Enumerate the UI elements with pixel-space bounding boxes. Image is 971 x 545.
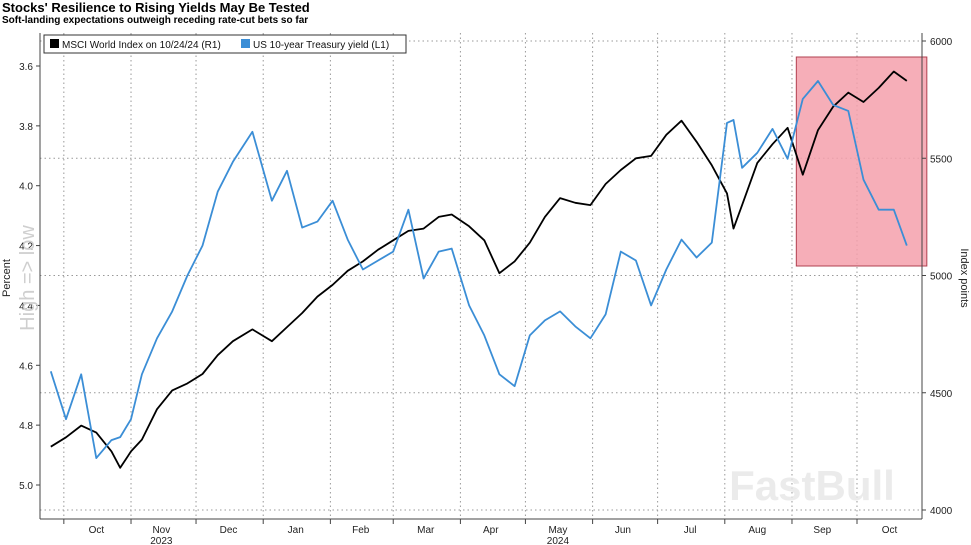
x-tick-label: Oct	[882, 525, 898, 536]
x-tick-label: Sep	[813, 525, 831, 536]
chart-title: Stocks' Resilience to Rising Yields May …	[2, 0, 310, 15]
x-tick-label: Oct	[89, 525, 105, 536]
legend-swatch-0	[50, 39, 59, 48]
chart-subtitle: Soft-landing expectations outweigh reced…	[2, 15, 309, 26]
legend: MSCI World Index on 10/24/24 (R1) US 10-y…	[43, 34, 407, 54]
x-tick-label: Jan	[288, 525, 304, 536]
inverted-axis-note: High => low	[17, 225, 39, 331]
yield-series-line	[49, 80, 908, 459]
x-tick-label: Nov	[152, 525, 170, 536]
left-tick-label: 3.8	[19, 122, 33, 133]
axes: 3.6 3.8 4.0 4.2 4.4 4.6 4.8 5.0 4000 4500 5000 5500…	[1, 33, 970, 545]
gridlines	[40, 33, 922, 519]
highlight-region	[795, 56, 928, 267]
right-tick-label: 4500	[930, 389, 953, 400]
x-tick-label: Feb	[352, 525, 370, 536]
year-label: 2024	[547, 536, 570, 545]
watermark: FastBull	[729, 462, 895, 509]
left-tick-label: 4.4	[19, 301, 33, 312]
msci-series-line	[50, 70, 908, 469]
x-tick-label: Jun	[615, 525, 631, 536]
right-tick-label: 5000	[930, 272, 953, 283]
right-tick-label: 4000	[930, 506, 953, 517]
x-tick-label: Jul	[684, 525, 697, 536]
left-tick-label: 3.6	[19, 62, 33, 73]
x-tick-label: May	[548, 525, 567, 536]
right-axis-label: Index points	[958, 248, 970, 308]
x-tick-label: Aug	[748, 525, 766, 536]
year-label: 2023	[150, 536, 173, 545]
left-tick-label: 4.6	[19, 361, 33, 372]
right-tick-label: 5500	[930, 154, 953, 165]
legend-box	[43, 34, 407, 54]
left-tick-label: 4.2	[19, 242, 33, 253]
legend-label: MSCI World Index on 10/24/24 (R1)	[62, 40, 221, 51]
left-tick-label: 4.8	[19, 421, 33, 432]
x-tick-label: Mar	[417, 525, 435, 536]
right-tick-label: 6000	[930, 37, 953, 48]
left-tick-label: 5.0	[19, 481, 33, 492]
legend-swatch-1	[241, 39, 250, 48]
left-tick-label: 4.0	[19, 182, 33, 193]
series-lines	[49, 70, 908, 469]
x-tick-label: Apr	[483, 525, 499, 536]
legend-label: US 10-year Treasury yield (L1)	[253, 40, 389, 51]
x-tick-label: Dec	[220, 525, 238, 536]
left-axis-label: Percent	[1, 259, 13, 297]
